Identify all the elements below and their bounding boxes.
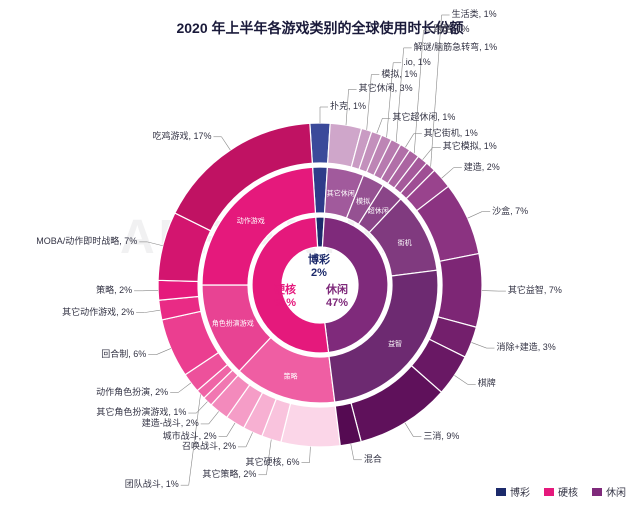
- callout-label: 团队战斗, 1%: [125, 480, 179, 490]
- slice-label: 超休闲: [368, 206, 389, 215]
- callout-label: 吃鸡游戏, 17%: [152, 132, 211, 142]
- callout-label: 其它街机, 1%: [424, 129, 478, 139]
- legend-swatch: [592, 488, 602, 496]
- legend-label: 博彩: [510, 484, 530, 499]
- slice: [438, 254, 482, 328]
- slice-label: 街机: [398, 238, 412, 247]
- legend-item: 硬核: [544, 484, 578, 499]
- inner-label: 硬核51%: [274, 281, 296, 309]
- slice-label: 模拟: [356, 196, 370, 205]
- callout-label: .io, 1%: [403, 58, 431, 68]
- slice-label: 策略: [284, 371, 298, 380]
- callout-label: 其它益智, 7%: [508, 286, 562, 296]
- callout-label: 其它策略, 2%: [202, 470, 256, 480]
- legend-label: 硬核: [558, 484, 578, 499]
- callout-label: 建造-战斗, 2%: [142, 419, 199, 429]
- callout-label: 扑克, 1%: [330, 102, 366, 112]
- slice-label: 其它休闲: [327, 188, 355, 197]
- callout-label: 其它模拟, 1%: [443, 142, 497, 152]
- callout-label: 棋牌: [478, 379, 496, 389]
- callout-label: 模拟, 1%: [381, 70, 417, 80]
- slice: [281, 403, 340, 447]
- legend-swatch: [496, 488, 506, 496]
- callout-label: 沙盒, 7%: [492, 207, 528, 217]
- callout-label: MOBA/动作即时战略, 7%: [36, 237, 137, 247]
- callout-label: 其它休闲, 3%: [359, 84, 413, 94]
- callout-label: 回合制, 6%: [101, 350, 146, 360]
- slice: [158, 280, 199, 300]
- legend-swatch: [544, 488, 554, 496]
- legend: 博彩 硬核 休闲: [496, 484, 626, 499]
- legend-item: 博彩: [496, 484, 530, 499]
- inner-label: 博彩2%: [308, 251, 330, 279]
- callout-label: 消除+建造, 3%: [496, 343, 555, 353]
- callout-label: 三消, 9%: [423, 432, 459, 442]
- inner-label: 休闲47%: [326, 281, 348, 309]
- callout-label: 混合: [364, 455, 382, 465]
- callout-label: 动作角色扮演, 2%: [96, 388, 168, 398]
- callout-label: 召唤战斗, 2%: [182, 442, 236, 452]
- legend-item: 休闲: [592, 484, 626, 499]
- callout-label: 其它硬核, 6%: [245, 458, 299, 468]
- callout-label: 解谜/脑筋急转弯, 1%: [414, 43, 498, 53]
- callout-label: 其它角色扮演游戏, 1%: [96, 408, 186, 418]
- callout-label: 城市战斗, 2%: [163, 432, 217, 442]
- slice-label: 动作游戏: [237, 216, 265, 225]
- callout-label: 其它动作游戏, 2%: [62, 308, 134, 318]
- slice: [310, 123, 330, 163]
- callout-label: 策略, 2%: [96, 286, 132, 296]
- slice-label: 角色扮演游戏: [212, 319, 254, 328]
- callout-label: 建造, 2%: [464, 163, 500, 173]
- slice-label: 益智: [388, 339, 402, 348]
- callout-label: 其它超休闲, 1%: [392, 113, 455, 123]
- legend-label: 休闲: [606, 484, 626, 499]
- callout-label: 跑酷, 1%: [434, 25, 470, 35]
- callout-label: 生活类, 1%: [452, 10, 497, 20]
